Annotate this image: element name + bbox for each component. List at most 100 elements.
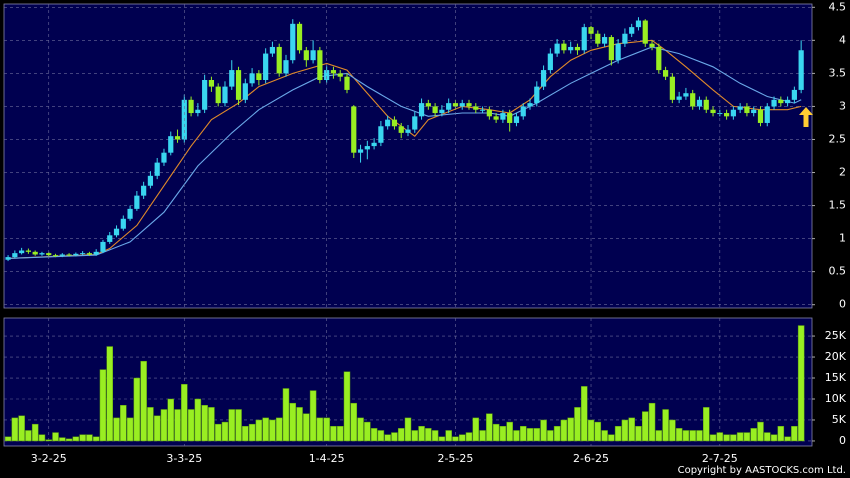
volume-bar [228,409,236,442]
volume-bar [343,371,351,442]
candle-body [174,136,181,140]
volume-bar [716,432,724,442]
volume-bar [641,411,649,442]
candle-body [730,109,736,117]
volume-bar [499,426,507,442]
candle-body [46,253,52,256]
volume-bar [133,377,141,442]
volume-bar [181,384,188,442]
candle-body [723,113,730,117]
volume-bar [614,426,622,442]
y-tick-label: 0.5 [829,265,847,278]
volume-bar [743,432,751,442]
plot-background [3,3,813,309]
candle-body [710,109,716,114]
moving-average [8,46,802,259]
volume-bar [262,417,269,442]
candle-body [357,149,364,153]
candle-body [80,253,86,255]
candle-body [595,33,601,44]
volume-bar [736,432,744,442]
volume-bar [316,417,324,442]
volume-bar [248,423,256,442]
volume-bar [791,426,798,442]
volume-bar [540,419,547,442]
volume-bar [269,419,276,442]
candle-body [466,103,472,107]
candle-body [100,241,106,252]
candle-body [662,70,669,77]
volume-bar [140,360,147,442]
volume-bar [296,407,303,442]
volume-bar [519,426,527,442]
candle-body [527,103,533,107]
candle-body [222,86,228,104]
candle-body [52,255,59,257]
candle-body [561,43,567,51]
volume-bar [31,423,39,442]
candle-body [649,43,655,47]
volume-bar [689,430,696,442]
candle-body [351,106,357,153]
y-tick-label: 10K [825,392,847,405]
volume-bar [560,419,568,442]
volume-bar [153,415,161,442]
volume-bar [425,428,432,442]
volume-bar [384,434,391,442]
candle-body [161,152,167,163]
candle-body [229,70,235,87]
y-tick-label: 5K [832,413,847,426]
candle-body [364,146,370,150]
volume-bar [635,426,642,442]
volume-bar [452,436,459,442]
volume-bar [628,417,635,442]
candle-body [493,116,499,120]
volume-bar [797,325,805,442]
y-tick-label: 3.5 [829,66,847,79]
y-tick-label: 4 [839,33,846,46]
candle-body [547,53,553,71]
candle-body [141,185,147,196]
y-tick-label: 1.5 [829,199,847,212]
candle-body [249,73,255,84]
x-tick-label: 2-6-25 [573,452,609,465]
x-tick-label: 3-3-25 [166,452,202,465]
candle-body [398,126,404,133]
y-tick-label: 2 [839,166,846,179]
volume-bar [601,430,608,442]
volume-bar [730,434,737,442]
volume-bar [662,409,669,442]
volume-bar [404,417,412,442]
candle-body [703,99,709,110]
y-tick-label: 15K [825,371,847,384]
volume-bar [458,434,466,442]
candle-body [635,20,642,28]
volume-bar [506,421,513,442]
y-tick-label: 20K [825,350,847,363]
candle-body [744,106,750,114]
volume-bar [25,430,32,442]
volume-bar [608,434,615,442]
volume-bar [187,409,195,442]
candle-body [656,46,662,71]
volume-bar [4,436,12,442]
moving-average [8,39,802,259]
candle-body [73,253,79,256]
volume-bar [52,432,59,442]
volume-bar [126,417,134,442]
volume-bar [757,421,764,442]
x-tick-label: 1-4-25 [309,452,345,465]
candle-body [459,103,465,107]
volume-bar [696,430,703,442]
volume-bar [655,430,663,442]
volume-bar [580,386,588,442]
candle-body [486,109,492,117]
volume-bar [431,430,439,442]
candle-body [751,109,757,114]
volume-bar [357,417,364,442]
candle-body [669,76,675,100]
candle-body [134,195,140,209]
y-tick-label: 0 [839,298,846,311]
candle-body [798,50,804,90]
candle-body [764,106,770,123]
